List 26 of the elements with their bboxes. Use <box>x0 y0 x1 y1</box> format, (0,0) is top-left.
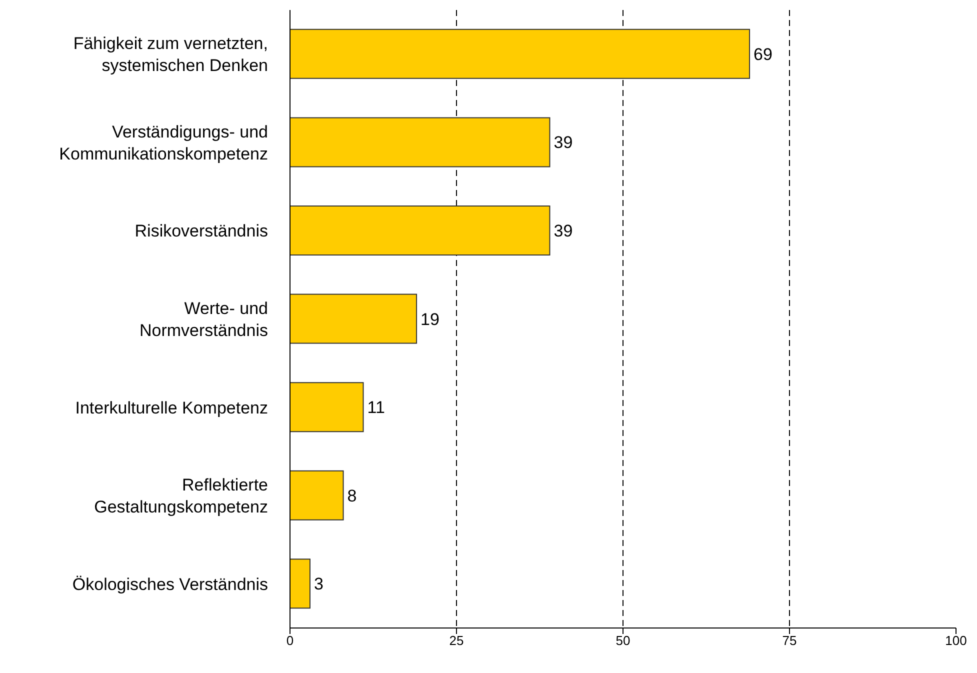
y-tick-label: Verständigungs- und Kommunikationskompetenz <box>59 122 268 163</box>
y-tick-label: Reflektierte Gestaltungskompetenz <box>94 475 268 516</box>
bar <box>290 470 344 520</box>
y-tick-label: Fähigkeit zum vernetzten, systemischen Denken <box>73 34 268 75</box>
bar <box>290 205 550 256</box>
bar <box>290 117 550 168</box>
x-tick-label: 0 <box>286 633 294 648</box>
data-label: 3 <box>314 574 324 594</box>
x-tick-label: 25 <box>449 633 464 648</box>
data-label: 39 <box>554 133 573 152</box>
data-label: 69 <box>754 44 772 64</box>
x-tick-label: 50 <box>616 633 630 648</box>
x-tick-label: 100 <box>945 633 967 648</box>
data-label: 11 <box>367 398 385 418</box>
x-tick-label: 75 <box>782 633 797 648</box>
bar <box>290 382 364 432</box>
y-tick-label: Ökologisches Verständnis <box>72 574 268 594</box>
data-label: 19 <box>420 310 440 329</box>
y-tick-label: Werte- und Normverständnis <box>140 298 268 340</box>
bar <box>290 28 750 79</box>
bar <box>290 294 418 344</box>
bar <box>290 558 310 609</box>
y-tick-label: Interkulturelle Kompetenz <box>75 398 268 417</box>
data-label: 39 <box>554 222 573 241</box>
data-label: 8 <box>347 486 357 506</box>
y-tick-label: Risikoverständnis <box>134 221 268 240</box>
